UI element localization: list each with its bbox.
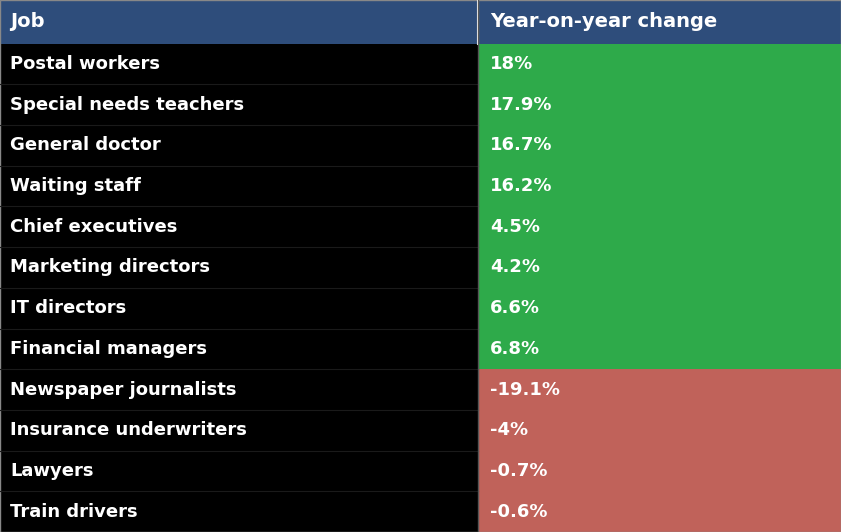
- Bar: [478, 369, 841, 532]
- Bar: [0, 166, 478, 206]
- Text: 6.8%: 6.8%: [490, 340, 541, 358]
- Text: Year-on-year change: Year-on-year change: [490, 12, 717, 31]
- Text: -0.7%: -0.7%: [490, 462, 547, 480]
- Text: Newspaper journalists: Newspaper journalists: [10, 380, 236, 398]
- Bar: [0, 0, 478, 44]
- Bar: [0, 369, 478, 410]
- Bar: [0, 288, 478, 328]
- Bar: [0, 85, 478, 125]
- Text: Train drivers: Train drivers: [10, 503, 138, 521]
- Text: -19.1%: -19.1%: [490, 380, 560, 398]
- Text: -4%: -4%: [490, 421, 528, 439]
- Bar: [0, 44, 478, 85]
- Text: Waiting staff: Waiting staff: [10, 177, 141, 195]
- Text: 4.5%: 4.5%: [490, 218, 540, 236]
- Text: General doctor: General doctor: [10, 136, 161, 154]
- Text: Job: Job: [10, 12, 45, 31]
- Bar: [0, 492, 478, 532]
- Text: Insurance underwriters: Insurance underwriters: [10, 421, 247, 439]
- Text: 16.2%: 16.2%: [490, 177, 553, 195]
- Text: -0.6%: -0.6%: [490, 503, 547, 521]
- Text: IT directors: IT directors: [10, 299, 126, 317]
- Bar: [0, 451, 478, 492]
- Text: 18%: 18%: [490, 55, 533, 73]
- Text: Chief executives: Chief executives: [10, 218, 177, 236]
- Bar: [0, 247, 478, 288]
- Text: Special needs teachers: Special needs teachers: [10, 96, 244, 114]
- Text: 6.6%: 6.6%: [490, 299, 540, 317]
- Text: 4.2%: 4.2%: [490, 259, 540, 277]
- Text: Lawyers: Lawyers: [10, 462, 93, 480]
- Bar: [0, 125, 478, 166]
- Text: Financial managers: Financial managers: [10, 340, 207, 358]
- Bar: [0, 410, 478, 451]
- Bar: [478, 44, 841, 369]
- Text: Postal workers: Postal workers: [10, 55, 160, 73]
- Text: 16.7%: 16.7%: [490, 136, 553, 154]
- Bar: [0, 328, 478, 369]
- Text: Marketing directors: Marketing directors: [10, 259, 210, 277]
- Text: 17.9%: 17.9%: [490, 96, 553, 114]
- Bar: [0, 206, 478, 247]
- Bar: [478, 0, 841, 44]
